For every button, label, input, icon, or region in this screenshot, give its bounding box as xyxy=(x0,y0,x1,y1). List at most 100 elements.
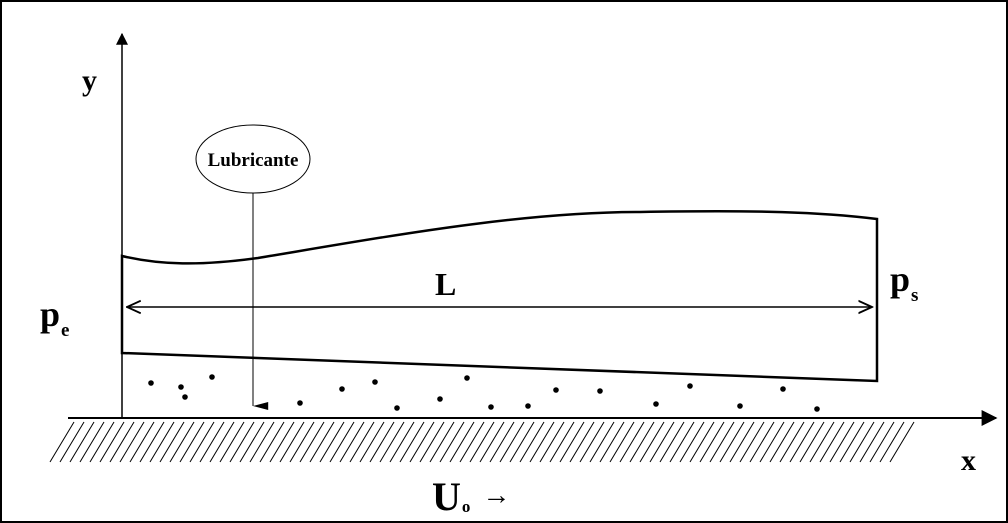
hatch-line xyxy=(879,421,905,463)
hatch-line xyxy=(379,421,405,463)
lubricant-particle xyxy=(339,386,345,392)
hatch-line xyxy=(409,421,435,463)
hatch-line xyxy=(199,421,225,463)
hatch-line xyxy=(89,421,115,463)
hatch-line xyxy=(869,421,895,463)
hatch-line xyxy=(889,421,915,463)
hatch-line xyxy=(269,421,295,463)
bearing-pad-outline xyxy=(120,210,879,383)
hatch-line xyxy=(479,421,505,463)
hatch-line xyxy=(79,421,105,463)
hatch-line xyxy=(289,421,315,463)
hatch-line xyxy=(359,421,385,463)
lubricant-particle xyxy=(209,374,215,380)
y-axis-label: y xyxy=(82,64,97,97)
hatch-line xyxy=(819,421,845,463)
hatch-line xyxy=(169,421,195,463)
hatch-line xyxy=(49,421,75,463)
hatch-line xyxy=(139,421,165,463)
hatch-line xyxy=(69,421,95,463)
lubricant-particle xyxy=(297,400,303,406)
hatch-line xyxy=(499,421,525,463)
hatch-line xyxy=(629,421,655,463)
hatch-line xyxy=(439,421,465,463)
hatch-line xyxy=(749,421,775,463)
lubricant-particle xyxy=(814,406,820,412)
hatch-line xyxy=(389,421,415,463)
length-label: L xyxy=(435,266,456,302)
hatch-line xyxy=(349,421,375,463)
hatch-line xyxy=(849,421,875,463)
hatch-line xyxy=(229,421,255,463)
hatch-line xyxy=(59,421,85,463)
lubricant-particle xyxy=(597,388,603,394)
hatch-line xyxy=(279,421,305,463)
lubricant-particle xyxy=(553,387,559,393)
hatch-line xyxy=(399,421,425,463)
hatch-line xyxy=(189,421,215,463)
hatch-line xyxy=(469,421,495,463)
hatch-line xyxy=(739,421,765,463)
hatch-line xyxy=(839,421,865,463)
hatch-line xyxy=(769,421,795,463)
lubricant-particle xyxy=(737,403,743,409)
outlet-pressure-label: ps xyxy=(890,259,918,306)
hatch-line xyxy=(239,421,265,463)
lubricant-particle xyxy=(653,401,659,407)
hatch-line xyxy=(699,421,725,463)
lubricant-particle xyxy=(464,375,470,381)
lubricant-particle xyxy=(437,396,443,402)
hatch-line xyxy=(569,421,595,463)
hatch-line xyxy=(549,421,575,463)
lubricant-particle xyxy=(182,394,188,400)
hatch-line xyxy=(789,421,815,463)
inlet-pressure-label: pe xyxy=(40,294,69,341)
hatch-line xyxy=(369,421,395,463)
hatch-line xyxy=(519,421,545,463)
hatch-line xyxy=(619,421,645,463)
hatch-line xyxy=(329,421,355,463)
hatch-line xyxy=(459,421,485,463)
lubricant-particle xyxy=(780,386,786,392)
hatch-line xyxy=(599,421,625,463)
hatch-line xyxy=(729,421,755,463)
hatch-line xyxy=(689,421,715,463)
hatch-line xyxy=(679,421,705,463)
hatch-line xyxy=(489,421,515,463)
lubricant-particle xyxy=(394,405,400,411)
hatch-line xyxy=(209,421,235,463)
hatch-line xyxy=(799,421,825,463)
hatch-line xyxy=(829,421,855,463)
hatch-line xyxy=(149,421,175,463)
lubricant-label: Lubricante xyxy=(208,150,299,171)
velocity-label: Uo → xyxy=(432,474,510,519)
hatch-line xyxy=(579,421,605,463)
lubricant-particle xyxy=(488,404,494,410)
hatch-line xyxy=(709,421,735,463)
hatch-line xyxy=(309,421,335,463)
hatch-line xyxy=(159,421,185,463)
hatch-line xyxy=(109,421,135,463)
hatch-line xyxy=(859,421,885,463)
lubricant-particles xyxy=(148,374,820,412)
x-axis-label: x xyxy=(961,444,976,477)
velocity-arrow: → xyxy=(482,480,510,511)
hatch-line xyxy=(449,421,475,463)
hatch-line xyxy=(99,421,125,463)
hatch-line xyxy=(119,421,145,463)
hatch-line xyxy=(649,421,675,463)
hatch-line xyxy=(669,421,695,463)
hatch-line xyxy=(779,421,805,463)
hatch-line xyxy=(609,421,635,463)
lubricant-particle xyxy=(687,383,693,389)
lubricant-particle xyxy=(178,384,184,390)
ground-hatching xyxy=(49,421,915,463)
hatch-line xyxy=(759,421,785,463)
hatch-line xyxy=(809,421,835,463)
hatch-line xyxy=(319,421,345,463)
hatch-line xyxy=(249,421,275,463)
hatch-line xyxy=(339,421,365,463)
hatch-line xyxy=(509,421,535,463)
